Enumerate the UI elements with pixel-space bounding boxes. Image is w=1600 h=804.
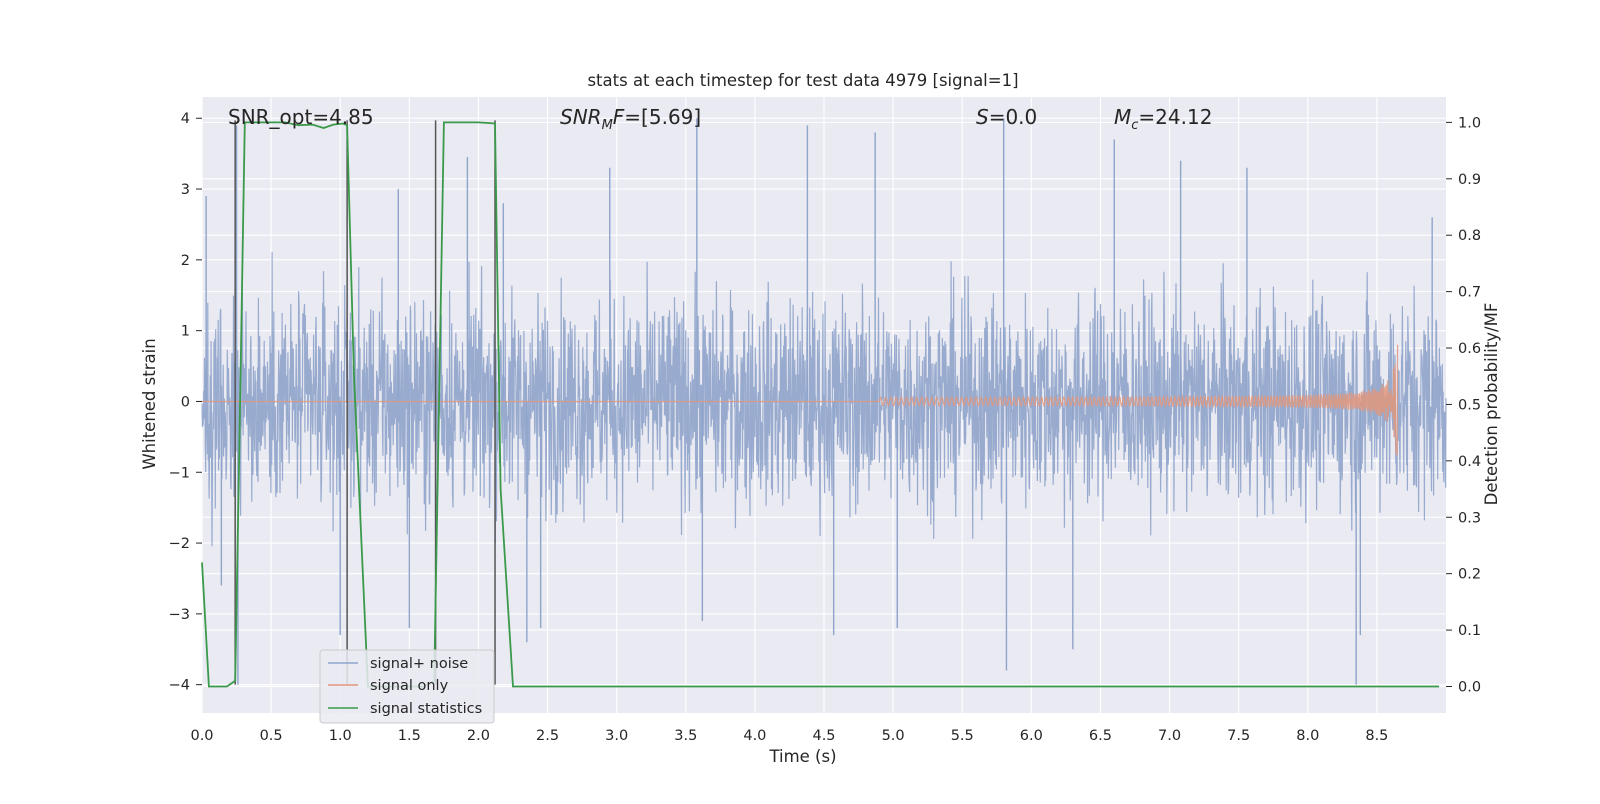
y2-tick-label: 1.0 xyxy=(1458,115,1481,131)
y2-axis-label: Detection probability/MF xyxy=(1482,303,1501,506)
y2-tick-label: 0.5 xyxy=(1458,397,1481,413)
y-tick-label: 4 xyxy=(181,111,190,127)
svg-text:signal statistics: signal statistics xyxy=(370,701,482,717)
x-tick-label: 6.0 xyxy=(1020,728,1043,744)
y2-tick-label: 0.3 xyxy=(1458,510,1481,526)
x-tick-label: 6.5 xyxy=(1089,728,1112,744)
x-tick-label: 7.0 xyxy=(1158,728,1181,744)
legend-item-signal-noise: signal+ noise xyxy=(328,656,468,672)
svg-text:signal only: signal only xyxy=(370,678,449,694)
y-tick-label: 2 xyxy=(181,253,190,269)
x-tick-label: 5.0 xyxy=(882,728,905,744)
x-axis-label: Time (s) xyxy=(768,747,836,766)
series-signal-only xyxy=(202,344,1399,457)
y-tick-label: −4 xyxy=(169,678,190,694)
x-tick-label: 3.5 xyxy=(674,728,697,744)
y-tick-label: −2 xyxy=(169,536,190,552)
x-tick-label: 2.5 xyxy=(536,728,559,744)
x-tick-label: 1.0 xyxy=(329,728,352,744)
y2-tick-label: 0.0 xyxy=(1458,679,1481,695)
x-tick-label: 4.5 xyxy=(812,728,835,744)
x-axis-ticks: 0.0 0.5 1.0 1.5 2.0 2.5 3.0 3.5 4.0 4.5 5.0 5.5 6.0 6… xyxy=(190,728,1388,744)
y2-tick-label: 0.9 xyxy=(1458,172,1481,188)
annotation-snr-mf: SNRMF=[5.69] xyxy=(560,105,701,133)
x-tick-label: 1.5 xyxy=(398,728,421,744)
x-tick-label: 8.0 xyxy=(1296,728,1319,744)
x-tick-label: 8.5 xyxy=(1365,728,1388,744)
y-tick-label: −3 xyxy=(169,607,190,623)
legend-item-signal-only: signal only xyxy=(328,678,449,694)
y-axis-label: Whitened strain xyxy=(140,338,159,469)
x-tick-label: 0.0 xyxy=(190,728,213,744)
x-tick-label: 4.0 xyxy=(743,728,766,744)
chart-title: stats at each timestep for test data 497… xyxy=(587,71,1018,90)
y2-tick-label: 0.1 xyxy=(1458,623,1481,639)
signal-only-line xyxy=(202,344,1399,457)
series-signal-noise xyxy=(201,118,1447,685)
y2-tick-label: 0.6 xyxy=(1458,341,1481,357)
y2-axis-ticks: 1.0 0.9 0.8 0.7 0.6 0.5 0.4 0.3 0.2 0.1 0.0 xyxy=(1446,115,1481,695)
x-tick-label: 0.5 xyxy=(260,728,283,744)
y2-tick-label: 0.7 xyxy=(1458,285,1481,301)
y-axis-ticks: 4 3 2 1 0 −1 −2 −3 −4 xyxy=(169,111,202,694)
annotation-mc: Mc=24.12 xyxy=(1114,105,1212,133)
x-tick-label: 5.5 xyxy=(951,728,974,744)
annotation-s: S=0.0 xyxy=(976,105,1037,129)
x-tick-label: 2.0 xyxy=(467,728,490,744)
y2-tick-label: 0.8 xyxy=(1458,228,1481,244)
y-tick-label: 0 xyxy=(181,394,190,410)
y2-tick-label: 0.2 xyxy=(1458,567,1481,583)
annotation-snr-opt: SNR_opt=4.85 xyxy=(228,105,374,129)
y-tick-label: −1 xyxy=(169,465,190,481)
x-tick-label: 7.5 xyxy=(1227,728,1250,744)
legend-item-signal-statistics: signal statistics xyxy=(328,701,482,717)
x-tick-label: 3.0 xyxy=(605,728,628,744)
svg-text:signal+ noise: signal+ noise xyxy=(370,656,468,672)
y-tick-label: 3 xyxy=(181,182,190,198)
y2-tick-label: 0.4 xyxy=(1458,454,1481,470)
legend: signal+ noise signal only signal statist… xyxy=(319,649,495,724)
y-tick-label: 1 xyxy=(181,324,190,340)
